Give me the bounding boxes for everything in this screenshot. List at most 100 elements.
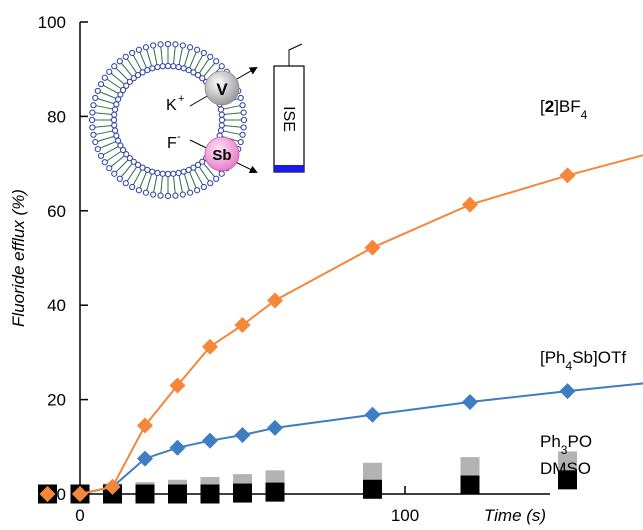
label-ph3po-part: PO <box>567 432 592 451</box>
y-tick-label: 0 <box>57 485 66 504</box>
lipid-head <box>219 123 224 128</box>
lipid-head <box>165 171 170 176</box>
lipid-tail <box>193 52 196 60</box>
lipid-head <box>93 139 98 144</box>
lipid-head <box>117 59 122 64</box>
lipid-head <box>201 50 206 55</box>
lipid-head <box>240 132 245 137</box>
lipid-head <box>150 66 155 71</box>
lipid-head <box>112 107 117 112</box>
data-point <box>365 407 381 423</box>
lipid-tail <box>106 79 113 84</box>
lipid-tail <box>184 174 187 183</box>
lipid-tail <box>127 174 132 181</box>
lipid-tail <box>223 107 232 109</box>
lipid-tail <box>199 177 203 185</box>
label-dmso: DMSO <box>540 459 591 478</box>
lipid-tail <box>95 106 104 108</box>
lipid-head <box>155 64 160 69</box>
lipid-head <box>95 146 100 151</box>
lipid-tail <box>116 166 122 172</box>
lipid-head <box>130 184 135 189</box>
lipid-tail <box>103 85 111 89</box>
data-point <box>461 457 480 476</box>
label-2-bf4-part: ]BF <box>554 97 580 116</box>
lipid-head <box>143 45 148 50</box>
lipid-head <box>201 184 206 189</box>
lipid-head <box>136 188 141 193</box>
lipid-head <box>89 117 94 122</box>
lipid-tail <box>122 160 128 166</box>
lipid-tail <box>132 66 137 73</box>
lipid-head <box>180 43 185 48</box>
lipid-tail <box>174 185 175 194</box>
data-point <box>233 484 252 503</box>
lipid-tail <box>122 74 128 80</box>
lipid-head <box>102 75 107 80</box>
y-tick-label: 40 <box>47 296 66 315</box>
lipid-tail <box>149 174 152 183</box>
lipid-tail <box>94 113 103 114</box>
lipid-head <box>160 64 165 69</box>
lipid-tail <box>111 146 119 150</box>
lipid-tail <box>106 101 115 104</box>
lipid-head <box>240 103 245 108</box>
data-point <box>560 383 576 399</box>
lipid-head <box>150 169 155 174</box>
lipid-tail <box>97 99 106 102</box>
lipid-tail <box>132 167 137 174</box>
lipid-tail <box>181 47 183 56</box>
lipid-tail <box>193 180 196 188</box>
ion-f-sup: - <box>177 131 181 143</box>
lipid-head <box>219 117 224 122</box>
data-point <box>267 420 283 436</box>
data-point <box>170 440 186 456</box>
lipid-head <box>90 110 95 115</box>
lipid-head <box>187 190 192 195</box>
lipid-head <box>95 88 100 93</box>
x-tick-label: 100 <box>391 506 419 525</box>
lipid-tail <box>111 89 119 93</box>
lipid-head <box>111 117 116 122</box>
lipid-tail <box>111 161 118 167</box>
lipid-head <box>93 95 98 100</box>
lipid-head <box>176 64 181 69</box>
lipid-tail <box>94 126 103 127</box>
lipid-head <box>173 42 178 47</box>
lipid-tail <box>143 172 146 180</box>
lipid-head <box>151 192 156 197</box>
lipid-head <box>238 95 243 100</box>
ion-k-label: K <box>166 97 177 114</box>
data-point <box>462 394 478 410</box>
data-point <box>462 197 478 213</box>
label-2-bf4: [2]BF4 <box>540 97 588 122</box>
lipid-tail <box>137 63 141 71</box>
lipid-tail <box>204 174 209 181</box>
carrier-v-label: V <box>216 80 228 99</box>
lipid-head <box>194 47 199 52</box>
lipid-tail <box>223 131 232 133</box>
lipid-tail <box>179 175 181 184</box>
label-ph4sb-otf-part: Sb]OTf <box>572 348 626 367</box>
ion-f-label: F <box>167 135 177 152</box>
y-axis-label: Fluoride efflux (%) <box>9 189 28 327</box>
lipid-head <box>176 170 181 175</box>
data-point <box>202 433 218 449</box>
ion-k-sup: + <box>178 93 184 105</box>
lipid-tail <box>199 167 204 174</box>
lipid-tail <box>209 170 215 177</box>
lipid-tail <box>106 156 113 161</box>
y-tick-label: 60 <box>47 202 66 221</box>
lipid-head <box>90 125 95 130</box>
lipid-head <box>160 171 165 176</box>
lipid-tail <box>209 63 215 70</box>
data-point <box>235 427 251 443</box>
lipid-tail <box>111 73 118 79</box>
lipid-tail <box>154 184 156 193</box>
lipid-tail <box>103 125 112 126</box>
lipid-tail <box>121 63 127 70</box>
lipid-head <box>165 41 170 46</box>
y-tick-label: 80 <box>47 107 66 126</box>
lipid-head <box>158 193 163 198</box>
data-point <box>266 483 285 502</box>
